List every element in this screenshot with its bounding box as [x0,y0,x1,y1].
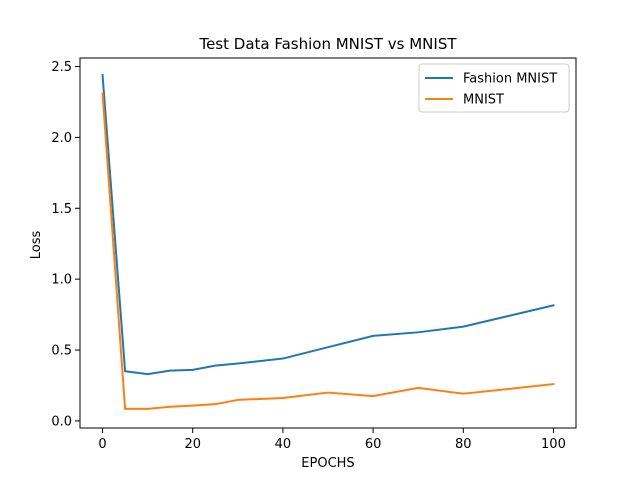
x-tick-label: 40 [275,437,292,452]
chart-title: Test Data Fashion MNIST vs MNIST [198,35,457,53]
y-tick-label: 0.0 [51,414,72,429]
axes: 0 20 40 60 80 100 0.0 0.5 1.0 1.5 2.0 2.5 [51,57,577,452]
y-tick-label: 1.0 [51,273,72,288]
legend-box [418,63,570,113]
x-tick-label: 20 [184,437,201,452]
x-tick-label: 100 [541,437,566,452]
y-tick-label: 2.0 [51,131,72,146]
y-tick-label: 0.5 [51,344,72,359]
y-tick-label: 2.5 [51,60,72,75]
x-tick-label: 60 [365,437,382,452]
legend-label: Fashion MNIST [463,72,557,87]
x-tick-label: 0 [98,437,106,452]
x-tick-label: 80 [455,437,472,452]
series-line-mnist [101,92,555,410]
plot-frame [79,57,577,429]
series-line-fashion-mnist [101,73,555,376]
x-axis-label: EPOCHS [301,456,354,471]
legend: Fashion MNIST MNIST [418,63,570,113]
y-axis-label: Loss [29,231,44,260]
y-tick-label: 1.5 [51,202,72,217]
series-lines [101,73,555,410]
legend-label: MNIST [463,93,504,108]
